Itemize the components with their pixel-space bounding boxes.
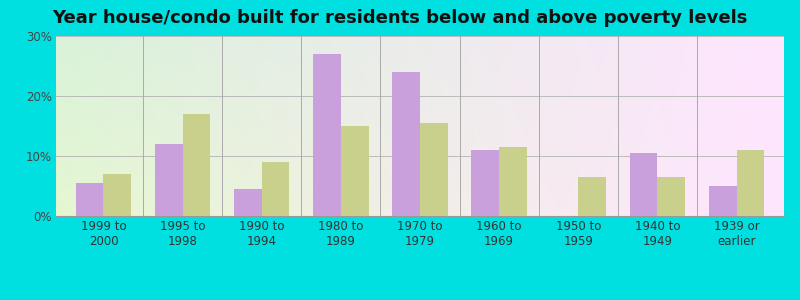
Bar [155,144,182,216]
Bar [341,126,369,216]
Bar [630,153,658,216]
Bar [392,72,420,216]
Bar [737,150,764,216]
Bar [76,183,103,216]
Text: Year house/condo built for residents below and above poverty levels: Year house/condo built for residents bel… [52,9,748,27]
Bar [499,147,527,216]
Bar [658,177,685,216]
Bar [103,174,131,216]
Bar [420,123,448,216]
Bar [182,114,210,216]
Bar [234,189,262,216]
Bar [709,186,737,216]
Bar [262,162,290,216]
Bar [471,150,499,216]
Bar [578,177,606,216]
Bar [313,54,341,216]
